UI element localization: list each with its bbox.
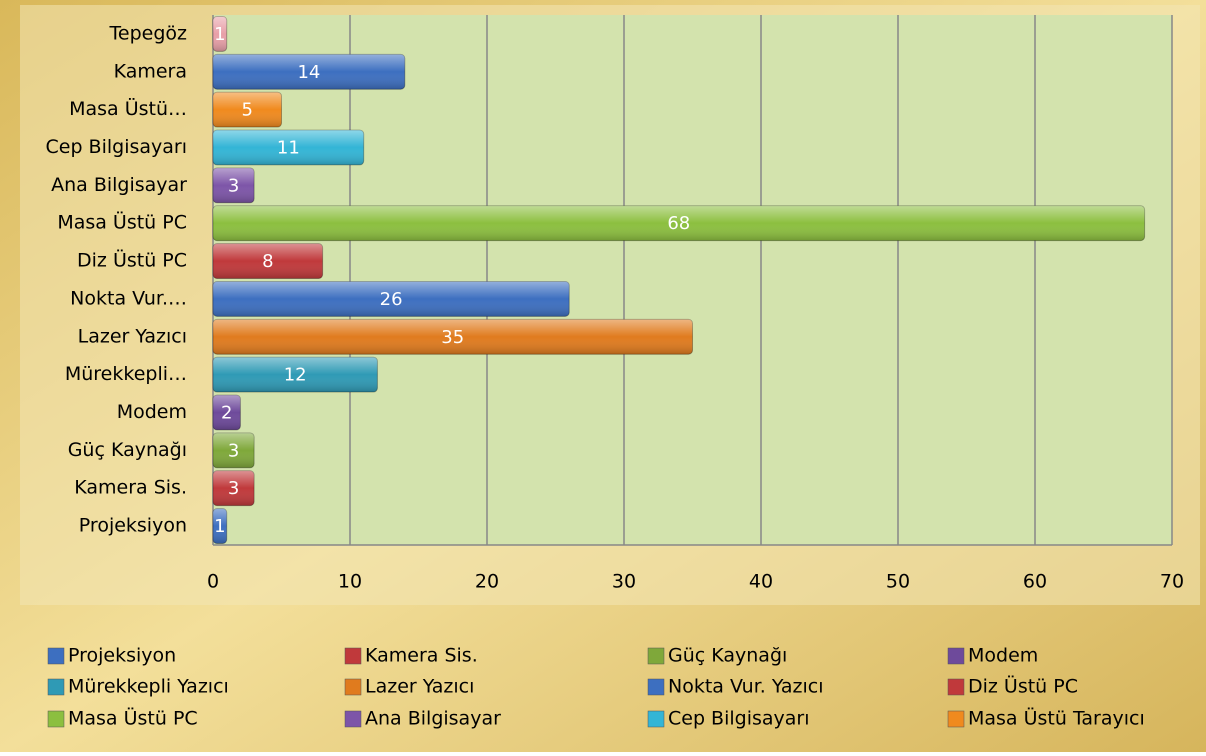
data-label: 14 [297, 62, 320, 83]
bar-shine [213, 167, 255, 203]
bar-shine [213, 395, 241, 430]
x-tick-label: 40 [749, 571, 773, 593]
y-tick-label: Kamera [114, 60, 187, 82]
data-label: 3 [228, 175, 239, 196]
data-label: 1 [214, 516, 225, 537]
bar-shine [213, 319, 693, 355]
bar-shine [213, 16, 227, 52]
x-tick-label: 70 [1160, 571, 1184, 593]
legend-swatch [344, 678, 362, 696]
legend-swatch [344, 647, 362, 665]
y-tick-label: Diz Üstü PC [77, 249, 187, 272]
legend-label: Diz Üstü PC [968, 675, 1078, 698]
data-label: 11 [277, 138, 300, 159]
y-tick-label: Cep Bilgisayarı [45, 136, 187, 158]
x-tick-label: 30 [612, 571, 636, 593]
x-tick-label: 20 [475, 571, 499, 593]
bar-shine [213, 243, 323, 279]
legend-swatch [647, 647, 665, 665]
legend-swatch [344, 710, 362, 728]
data-label: 68 [667, 213, 690, 234]
data-label: 12 [284, 365, 307, 386]
y-tick-label: Ana Bilgisayar [51, 174, 187, 196]
data-label: 35 [441, 327, 464, 348]
y-tick-label: Tepegöz [109, 22, 188, 44]
legend-label: Kamera Sis. [365, 645, 478, 667]
y-tick-label: Nokta Vur.… [70, 287, 187, 309]
legend-swatch [947, 710, 965, 728]
legend-swatch [47, 678, 65, 696]
x-tick-label: 50 [886, 571, 910, 593]
x-tick-label: 60 [1023, 571, 1047, 593]
y-tick-label: Masa Üstü… [69, 97, 187, 120]
y-tick-label: Projeksiyon [79, 515, 187, 537]
bar-shine [213, 357, 378, 393]
legend-label: Masa Üstü PC [68, 707, 198, 730]
y-tick-label: Kamera Sis. [74, 477, 187, 499]
plot-area [213, 15, 1172, 545]
legend-swatch [647, 710, 665, 728]
legend-label: Ana Bilgisayar [365, 708, 501, 730]
legend-swatch [647, 678, 665, 696]
legend-swatch [47, 710, 65, 728]
legend-label: Güç Kaynağı [668, 645, 787, 667]
data-label: 26 [380, 289, 403, 310]
legend-label: Projeksiyon [68, 645, 176, 667]
legend-swatch [47, 647, 65, 665]
y-tick-label: Lazer Yazıcı [78, 325, 187, 347]
legend-label: Cep Bilgisayarı [668, 708, 810, 730]
x-tick-label: 10 [338, 571, 362, 593]
data-label: 3 [228, 478, 239, 499]
y-tick-label: Güç Kaynağı [68, 439, 187, 461]
bar-shine [213, 432, 255, 468]
bar-shine [213, 92, 282, 128]
legend-swatch [947, 678, 965, 696]
legend-label: Lazer Yazıcı [365, 676, 474, 698]
data-label: 5 [242, 100, 253, 121]
y-tick-label: Modem [117, 401, 187, 423]
bar-shine [213, 130, 364, 165]
legend-label: Masa Üstü Tarayıcı [968, 707, 1145, 730]
data-label: 2 [221, 403, 232, 424]
y-tick-label: Masa Üstü PC [57, 211, 187, 234]
legend-label: Mürekkepli Yazıcı [68, 676, 229, 698]
bar-shine [213, 508, 227, 544]
legend-label: Modem [968, 645, 1038, 667]
y-tick-label: Mürekkepli… [65, 363, 187, 385]
x-tick-label: 0 [207, 571, 219, 593]
legend-label: Nokta Vur. Yazıcı [668, 676, 823, 698]
bar-shine [213, 205, 1145, 241]
bar-shine [213, 470, 255, 506]
legend-swatch [947, 647, 965, 665]
data-label: 3 [228, 440, 239, 461]
data-label: 1 [214, 24, 225, 45]
bar-shine [213, 54, 405, 90]
data-label: 8 [262, 251, 273, 272]
bar-shine [213, 281, 570, 317]
